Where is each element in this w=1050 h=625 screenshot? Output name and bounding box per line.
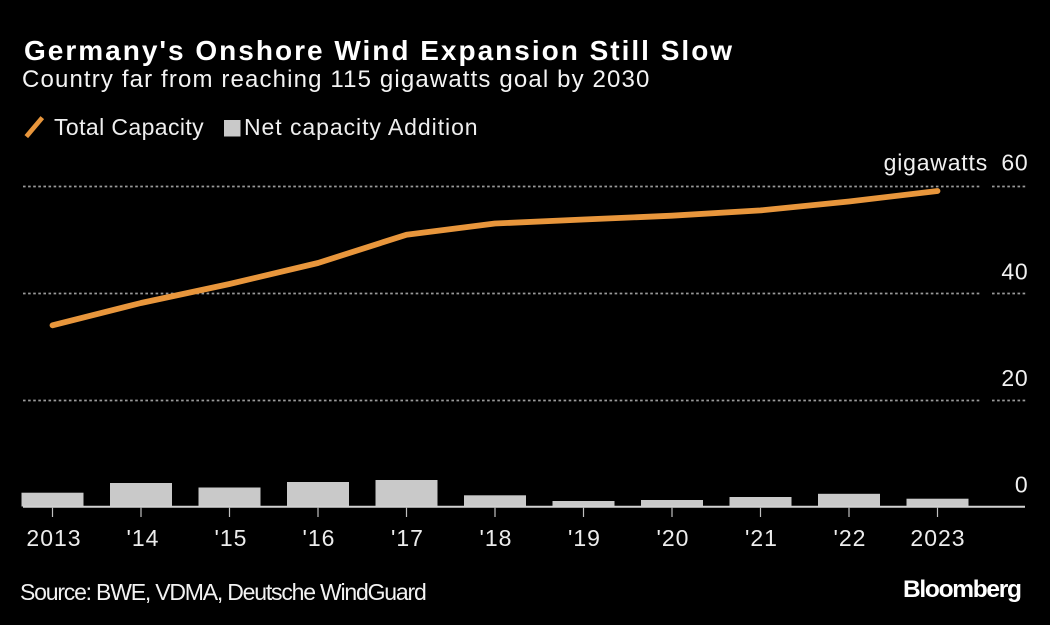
- svg-text:gigawatts: gigawatts: [884, 150, 988, 176]
- svg-text:40: 40: [1001, 259, 1028, 285]
- svg-text:'15: '15: [215, 525, 248, 551]
- svg-text:'17: '17: [391, 525, 424, 551]
- svg-text:'18: '18: [480, 525, 513, 551]
- svg-text:0: 0: [1015, 472, 1029, 498]
- svg-text:20: 20: [1001, 365, 1028, 391]
- svg-text:'22: '22: [834, 525, 867, 551]
- svg-text:60: 60: [1001, 150, 1028, 176]
- svg-text:2013: 2013: [26, 525, 81, 551]
- svg-text:'21: '21: [745, 525, 778, 551]
- svg-text:'16: '16: [303, 525, 336, 551]
- svg-text:2023: 2023: [910, 525, 965, 551]
- svg-text:'14: '14: [127, 525, 160, 551]
- svg-text:'20: '20: [657, 525, 690, 551]
- svg-text:'19: '19: [568, 525, 601, 551]
